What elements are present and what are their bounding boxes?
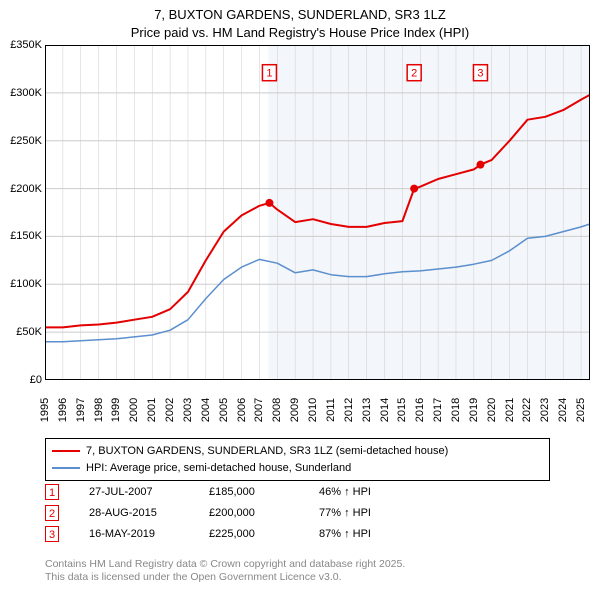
x-tick-label: 1997 bbox=[75, 398, 87, 422]
x-tick-label: 2022 bbox=[521, 398, 533, 422]
event-row: 3 16-MAY-2019£225,00087% ↑ HPI bbox=[45, 524, 371, 545]
y-tick-label: £350K bbox=[10, 39, 42, 51]
chart-title: 7, BUXTON GARDENS, SUNDERLAND, SR3 1LZ P… bbox=[0, 0, 600, 41]
legend-label: HPI: Average price, semi-detached house,… bbox=[86, 460, 351, 477]
y-tick-label: £300K bbox=[10, 87, 42, 99]
x-tick-label: 1999 bbox=[110, 398, 122, 422]
legend-label: 7, BUXTON GARDENS, SUNDERLAND, SR3 1LZ (… bbox=[86, 443, 448, 460]
x-tick-label: 2005 bbox=[218, 398, 230, 422]
legend: 7, BUXTON GARDENS, SUNDERLAND, SR3 1LZ (… bbox=[45, 438, 550, 481]
event-date: 16-MAY-2019 bbox=[89, 524, 209, 545]
event-row: 2 28-AUG-2015£200,00077% ↑ HPI bbox=[45, 503, 371, 524]
x-tick-label: 2002 bbox=[164, 398, 176, 422]
x-tick-label: 2020 bbox=[486, 398, 498, 422]
x-tick-label: 2019 bbox=[468, 398, 480, 422]
legend-swatch bbox=[52, 467, 80, 469]
footer-line-2: This data is licensed under the Open Gov… bbox=[45, 571, 405, 584]
x-tick-label: 2025 bbox=[575, 398, 587, 422]
x-tick-label: 1996 bbox=[57, 398, 69, 422]
x-tick-label: 2008 bbox=[271, 398, 283, 422]
y-tick-label: £200K bbox=[10, 183, 42, 195]
footer-line-1: Contains HM Land Registry data © Crown c… bbox=[45, 558, 405, 571]
event-price: £185,000 bbox=[209, 482, 319, 503]
x-tick-label: 2004 bbox=[200, 398, 212, 422]
x-tick-label: 2000 bbox=[128, 398, 140, 422]
svg-text:3: 3 bbox=[477, 68, 483, 80]
event-date: 28-AUG-2015 bbox=[89, 503, 209, 524]
event-index-box: 1 bbox=[45, 484, 59, 500]
x-tick-label: 2006 bbox=[236, 398, 248, 422]
events-table: 1 27-JUL-2007£185,00046% ↑ HPI 2 28-AUG-201… bbox=[45, 482, 371, 545]
chart-svg: 1 2 3 bbox=[45, 45, 590, 380]
x-tick-label: 1995 bbox=[39, 398, 51, 422]
x-tick-label: 2012 bbox=[343, 398, 355, 422]
legend-swatch bbox=[52, 450, 80, 452]
x-tick-label: 2015 bbox=[396, 398, 408, 422]
svg-text:2: 2 bbox=[411, 68, 417, 80]
event-index-box: 2 bbox=[45, 505, 59, 521]
chart-plot-area: 1 2 3 bbox=[45, 45, 590, 380]
x-tick-label: 2016 bbox=[414, 398, 426, 422]
event-row: 1 27-JUL-2007£185,00046% ↑ HPI bbox=[45, 482, 371, 503]
x-tick-label: 2024 bbox=[557, 398, 569, 422]
x-tick-label: 2009 bbox=[289, 398, 301, 422]
x-tick-label: 2023 bbox=[539, 398, 551, 422]
y-tick-label: £0 bbox=[30, 374, 42, 386]
x-tick-label: 2018 bbox=[450, 398, 462, 422]
footer-attribution: Contains HM Land Registry data © Crown c… bbox=[45, 558, 405, 584]
x-tick-label: 2010 bbox=[307, 398, 319, 422]
event-delta: 87% ↑ HPI bbox=[319, 524, 371, 545]
x-axis-labels: 1995199619971998199920002001200220032004… bbox=[45, 380, 590, 440]
title-line-1: 7, BUXTON GARDENS, SUNDERLAND, SR3 1LZ bbox=[0, 6, 600, 24]
y-axis-labels: £0£50K£100K£150K£200K£250K£300K£350K bbox=[0, 45, 45, 380]
svg-text:1: 1 bbox=[266, 68, 272, 80]
y-tick-label: £150K bbox=[10, 230, 42, 242]
event-price: £200,000 bbox=[209, 503, 319, 524]
y-tick-label: £100K bbox=[10, 278, 42, 290]
event-delta: 77% ↑ HPI bbox=[319, 503, 371, 524]
x-tick-label: 2017 bbox=[432, 398, 444, 422]
event-index-box: 3 bbox=[45, 526, 59, 542]
chart-container: 7, BUXTON GARDENS, SUNDERLAND, SR3 1LZ P… bbox=[0, 0, 600, 590]
event-price: £225,000 bbox=[209, 524, 319, 545]
legend-row: HPI: Average price, semi-detached house,… bbox=[52, 460, 543, 477]
x-tick-label: 2003 bbox=[182, 398, 194, 422]
x-tick-label: 2007 bbox=[253, 398, 265, 422]
x-tick-label: 2001 bbox=[146, 398, 158, 422]
x-tick-label: 2014 bbox=[379, 398, 391, 422]
y-tick-label: £50K bbox=[16, 326, 42, 338]
event-date: 27-JUL-2007 bbox=[89, 482, 209, 503]
x-tick-label: 1998 bbox=[93, 398, 105, 422]
x-tick-label: 2021 bbox=[504, 398, 516, 422]
x-tick-label: 2011 bbox=[325, 398, 337, 422]
title-line-2: Price paid vs. HM Land Registry's House … bbox=[0, 24, 600, 42]
legend-row: 7, BUXTON GARDENS, SUNDERLAND, SR3 1LZ (… bbox=[52, 443, 543, 460]
y-tick-label: £250K bbox=[10, 135, 42, 147]
x-tick-label: 2013 bbox=[361, 398, 373, 422]
event-delta: 46% ↑ HPI bbox=[319, 482, 371, 503]
